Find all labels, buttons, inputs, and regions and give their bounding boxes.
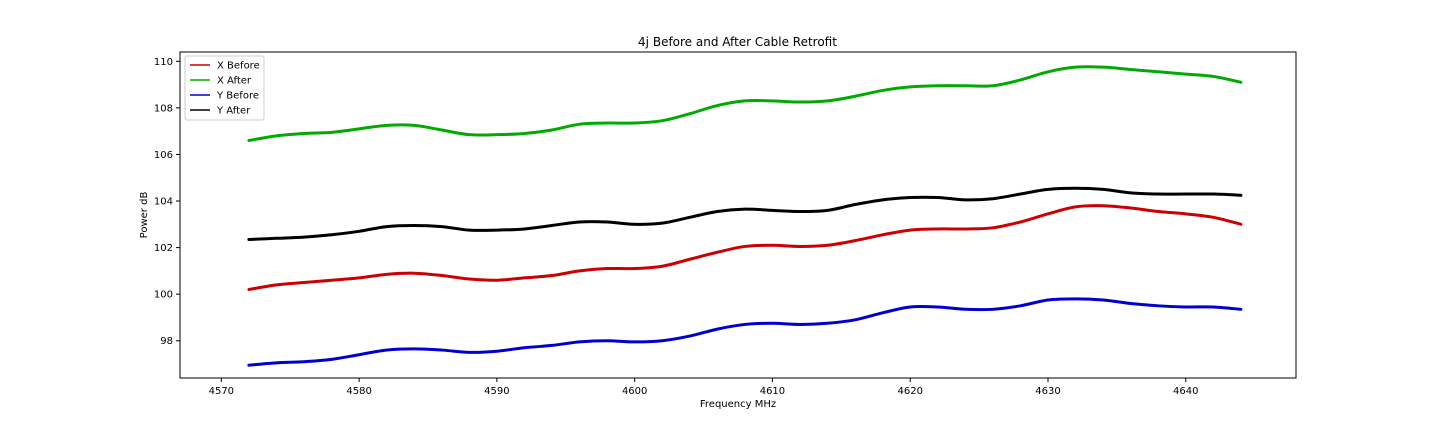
chart-title: 4j Before and After Cable Retrofit	[638, 35, 837, 49]
x-tick-label: 4620	[897, 386, 922, 397]
y-axis-label: Power dB	[139, 192, 150, 239]
x-tick-label: 4590	[484, 386, 509, 397]
x-tick-label: 4600	[622, 386, 647, 397]
y-tick-label: 104	[154, 197, 173, 208]
x-axis: 4570 4580 4590 4600 4610 4620 4630 4640	[209, 378, 1199, 397]
x-tick-label: 4640	[1173, 386, 1198, 397]
legend-label: Y Before	[216, 91, 259, 102]
y-tick-label: 110	[154, 57, 173, 68]
y-tick-label: 106	[154, 150, 173, 161]
plot-area-frame	[179, 51, 1297, 379]
series-line-x-before	[247, 204, 1243, 292]
y-axis: 98 100 102 104 106 108 110	[154, 57, 180, 347]
y-tick-label: 98	[160, 336, 173, 347]
x-axis-label: Frequency MHz	[700, 399, 776, 410]
x-tick-label: 4570	[209, 386, 234, 397]
legend-label: X Before	[217, 61, 260, 72]
legend-label: Y After	[216, 106, 251, 117]
x-tick-label: 4630	[1035, 386, 1060, 397]
series-layer	[247, 65, 1243, 367]
y-tick-label: 100	[154, 290, 173, 301]
x-tick-label: 4610	[760, 386, 785, 397]
series-line-x-after	[247, 65, 1243, 142]
y-tick-label: 102	[154, 243, 173, 254]
legend: X Before X After Y Before Y After	[184, 55, 265, 121]
legend-label: X After	[217, 76, 252, 87]
series-line-y-after	[247, 186, 1243, 241]
y-tick-label: 108	[154, 103, 173, 114]
series-line-y-before	[247, 297, 1243, 367]
x-tick-label: 4580	[346, 386, 371, 397]
legend-box	[184, 55, 265, 121]
